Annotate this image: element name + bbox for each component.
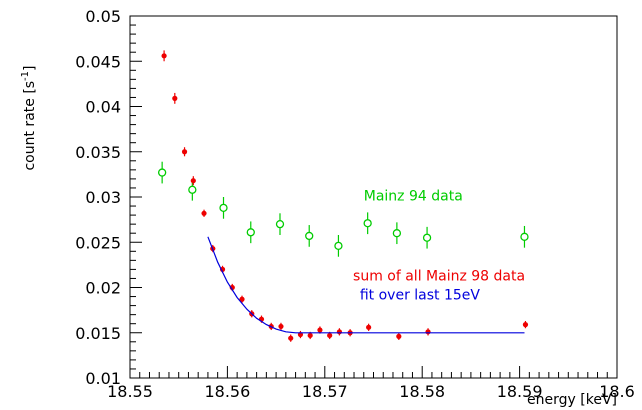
- y-tick-label: 0.015: [75, 324, 121, 343]
- series: [157, 161, 529, 257]
- x-tick-label: 18.59: [497, 382, 543, 401]
- y-tick-label: 0.045: [75, 52, 121, 71]
- x-tick-label: 18.56: [204, 382, 250, 401]
- annotation-label: sum of all Mainz 98 data: [353, 268, 525, 284]
- point-marker: [425, 329, 431, 335]
- axes: 18.55 18.56 18.57 18.58 18.59 18.6 0.01 0.015 0.…: [75, 7, 635, 401]
- point-marker: [181, 149, 188, 155]
- data-point: [520, 225, 529, 248]
- annotation-layer: Mainz 94 data sum of all Mainz 98 data fit…: [353, 189, 525, 304]
- data-point: [219, 197, 228, 219]
- point-marker: [219, 203, 228, 213]
- fit-line: [207, 236, 525, 334]
- point-marker: [190, 178, 196, 184]
- point-marker: [317, 327, 323, 333]
- data-point: [157, 161, 167, 184]
- point-marker: [336, 329, 343, 335]
- x-tick-label: 18.6: [599, 382, 635, 401]
- point-marker: [520, 232, 529, 241]
- point-marker: [307, 332, 313, 339]
- x-axis-title: energy [keV]: [527, 392, 617, 408]
- point-marker: [366, 324, 372, 330]
- series: [161, 50, 529, 342]
- data-point: [305, 225, 314, 247]
- data-point: [422, 226, 432, 249]
- y-tick-label: 0.035: [75, 143, 121, 162]
- data-point: [172, 92, 178, 104]
- x-tick-label: 18.58: [399, 382, 445, 401]
- point-marker: [305, 231, 314, 241]
- point-marker: [157, 168, 167, 177]
- point-marker: [522, 322, 529, 328]
- data-point: [190, 176, 196, 186]
- point-marker: [334, 241, 343, 251]
- data-point: [366, 323, 372, 331]
- data-point: [392, 222, 402, 245]
- y-tick-label: 0.05: [85, 7, 121, 26]
- y-tick-label: 0.04: [85, 98, 121, 117]
- y-axis-title: count rate [s-1]: [20, 65, 38, 170]
- point-marker: [363, 219, 372, 228]
- data-point: [363, 212, 372, 235]
- point-marker: [422, 233, 432, 242]
- y-tick-label: 0.02: [85, 279, 121, 298]
- data-point: [181, 147, 188, 157]
- data-point: [396, 332, 402, 340]
- point-marker: [327, 332, 333, 339]
- point-marker: [396, 333, 402, 339]
- point-marker: [275, 219, 285, 229]
- data-point: [201, 209, 207, 217]
- y-tick-label: 0.01: [85, 369, 121, 388]
- data-point: [278, 322, 284, 331]
- series: [207, 236, 525, 334]
- point-marker: [392, 229, 402, 238]
- data-point: [239, 295, 245, 303]
- y-tick-label: 0.025: [75, 233, 121, 252]
- data-point: [246, 221, 255, 244]
- series-layer: [157, 50, 529, 342]
- data-point: [161, 50, 167, 62]
- point-marker: [172, 95, 178, 101]
- point-marker: [278, 323, 284, 330]
- point-marker: [288, 335, 294, 341]
- data-point: [522, 320, 529, 329]
- point-marker: [239, 296, 245, 302]
- annotation-label: fit over last 15eV: [360, 287, 481, 303]
- data-point: [334, 235, 343, 257]
- point-marker: [188, 185, 197, 194]
- x-tick-label: 18.57: [302, 382, 348, 401]
- x-tick-label: 18.55: [107, 382, 153, 401]
- point-marker: [246, 228, 255, 237]
- point-marker: [201, 210, 207, 216]
- y-tick-label: 0.03: [85, 188, 121, 207]
- data-point: [275, 213, 285, 236]
- data-point: [288, 334, 294, 342]
- annotation-label: Mainz 94 data: [364, 189, 463, 205]
- point-marker: [161, 53, 167, 59]
